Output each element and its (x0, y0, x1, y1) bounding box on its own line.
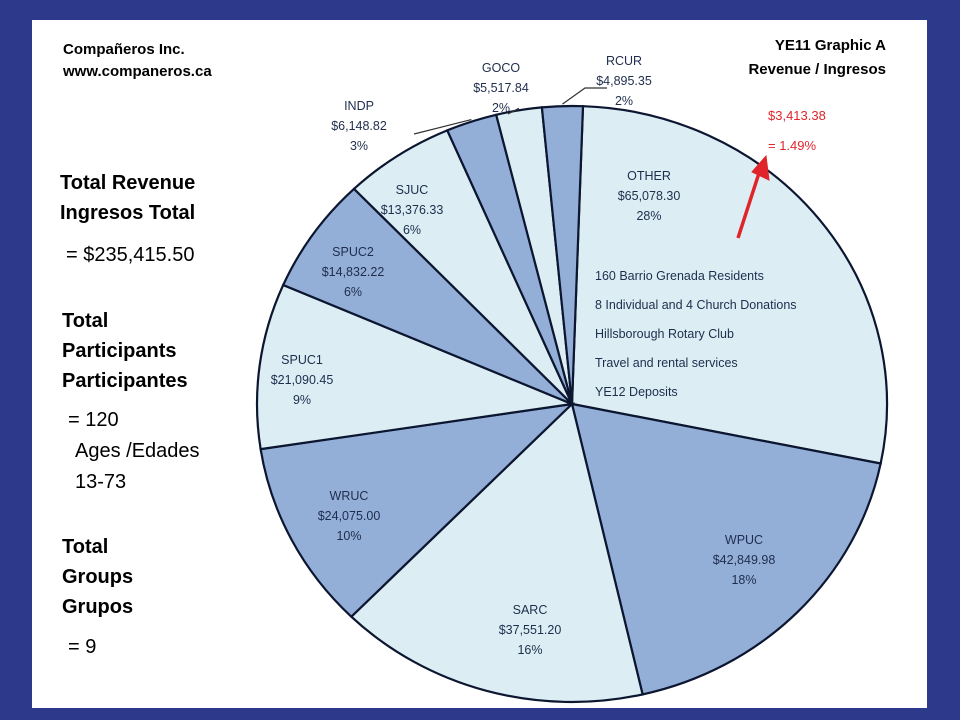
graphic-title: YE11 Graphic A (774, 37, 886, 54)
slice-label-wruc: WRUC $24,075.00 10% (318, 489, 381, 543)
other-detail-item: YE12 Deposits (595, 385, 678, 399)
total-participants-value: = 120 (68, 409, 119, 431)
slice-label-spuc2: SPUC2 $14,832.22 6% (322, 245, 385, 299)
slice-label-sarc: SARC $37,551.20 16% (499, 603, 562, 657)
slice-label-indp: INDP $6,148.82 3% (331, 99, 387, 153)
other-detail-item: 160 Barrio Grenada Residents (595, 269, 764, 283)
pie-slice-spuc1 (255, 283, 577, 451)
leader-line-goco (507, 107, 520, 115)
slice-label-rcur: RCUR $4,895.35 2% (596, 54, 652, 108)
graphic-subtitle: Revenue / Ingresos (748, 61, 886, 78)
slice-label-spuc1: SPUC1 $21,090.45 9% (271, 353, 334, 407)
total-groups-label-mid: Groups (62, 566, 134, 588)
ages-label: Ages /Edades (75, 440, 200, 462)
company-name: Compañeros Inc. (63, 41, 185, 58)
other-detail-item: Travel and rental services (595, 356, 738, 370)
pie-slice-wruc (259, 402, 576, 619)
pie-slice-other (570, 105, 889, 465)
total-revenue-value: = $235,415.50 (66, 244, 195, 266)
slide: OTHER $65,078.30 28% WPUC $42,849.98 18% SARC $… (32, 20, 927, 708)
pie-slice-wpuc (570, 402, 882, 696)
pie-slice-spuc2 (281, 187, 573, 406)
total-participants-label-es: Participantes (62, 370, 188, 392)
callout-arrow-head (751, 154, 770, 181)
total-groups-label-es: Grupos (62, 596, 134, 618)
total-groups-label: Total (62, 536, 109, 558)
total-participants-label-mid: Participants (62, 340, 177, 362)
pie-slice-rcur (540, 104, 585, 405)
pie-slice-sarc (349, 401, 644, 704)
leader-line-indp (413, 119, 472, 135)
callout-arrow-shaft (736, 169, 762, 239)
total-groups-value: = 9 (68, 636, 97, 658)
total-revenue-label-es: Ingresos Total (60, 202, 196, 224)
total-participants-label: Total (62, 310, 109, 332)
revenue-pie-chart: OTHER $65,078.30 28% WPUC $42,849.98 18% SARC $… (255, 54, 889, 704)
leader-line-rcur (562, 87, 607, 105)
other-detail-item: 8 Individual and 4 Church Donations (595, 298, 797, 312)
callout-percent: = 1.49% (768, 138, 817, 153)
total-revenue-label: Total Revenue (60, 172, 196, 194)
slice-label-wpuc: WPUC $42,849.98 18% (713, 533, 776, 587)
ages-value: 13-73 (75, 471, 127, 493)
company-website: www.companeros.ca (63, 63, 212, 80)
callout-amount: $3,413.38 (768, 108, 826, 123)
slice-label-sjuc: SJUC $13,376.33 6% (381, 183, 444, 237)
slice-label-other: OTHER $65,078.30 28% (618, 169, 681, 223)
other-detail-item: Hillsborough Rotary Club (595, 327, 734, 341)
slice-label-goco: GOCO $5,517.84 2% (473, 61, 529, 115)
